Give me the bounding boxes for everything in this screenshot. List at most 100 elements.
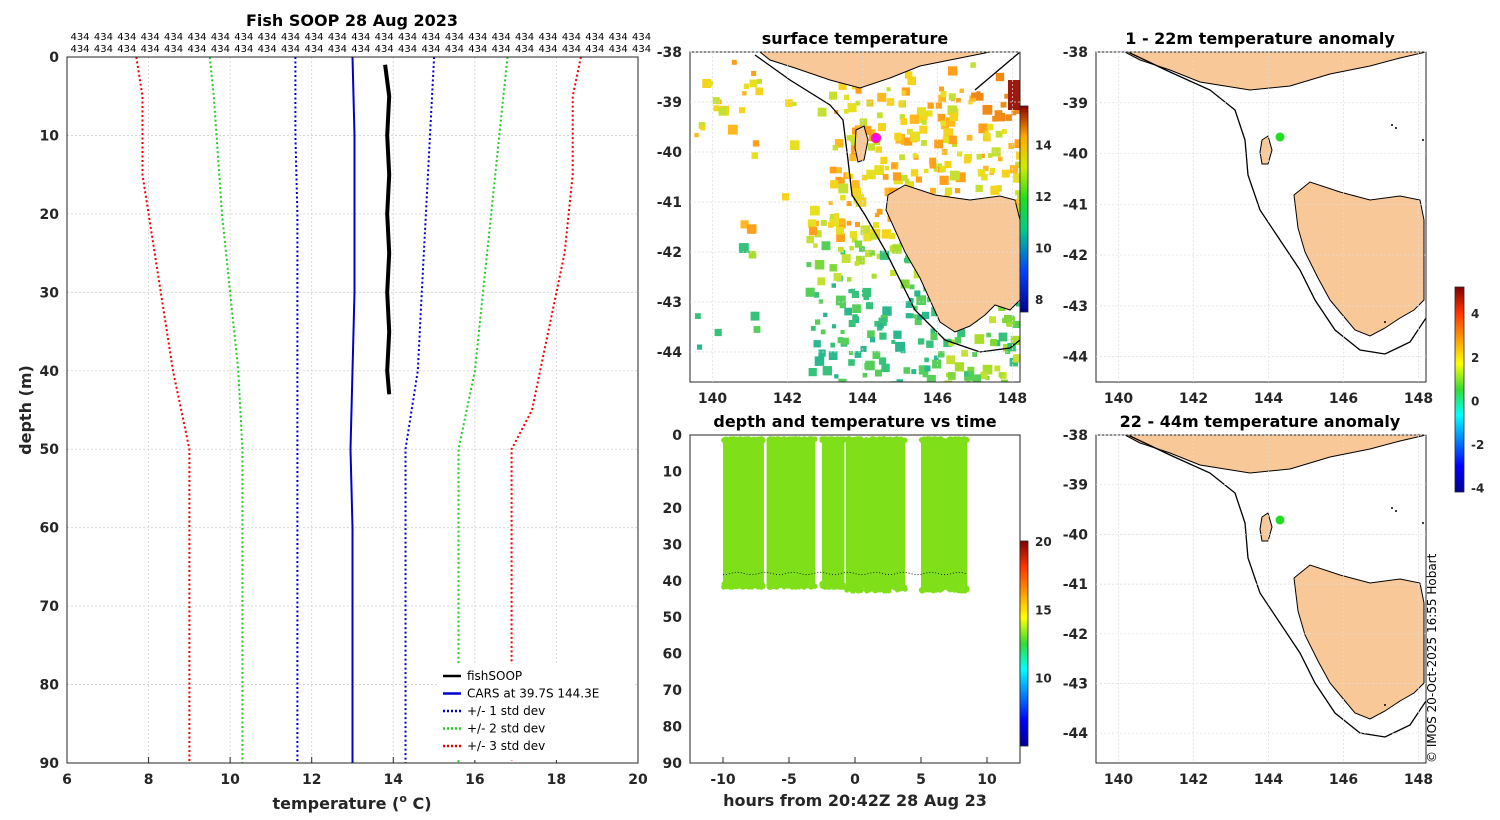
sst-pixel <box>922 371 929 378</box>
sst-pixel <box>855 100 861 106</box>
sst-pixel <box>854 261 860 266</box>
profile-top-label: 434 <box>398 32 417 43</box>
sst-pixel <box>829 216 839 227</box>
sst-pixel <box>982 364 993 375</box>
cast-point <box>932 586 938 592</box>
sst-pixel <box>865 249 873 258</box>
sst-pixel <box>939 175 949 185</box>
sst-pixel <box>929 162 936 169</box>
sst-pixel <box>851 187 861 197</box>
cast-point <box>847 585 853 591</box>
sst-pixel <box>875 369 882 377</box>
sst-pixel <box>903 367 911 374</box>
sst-pixel <box>820 329 826 335</box>
cast-block <box>766 438 816 585</box>
sst-title: surface temperature <box>762 29 949 48</box>
sst-pixel <box>955 172 966 183</box>
dt-y-tick-label: 80 <box>663 720 683 736</box>
profile-x-tick-label: 6 <box>62 772 72 788</box>
sst-pixel <box>697 344 703 350</box>
sst-pixel <box>981 173 988 181</box>
sst-pixel <box>995 72 1005 82</box>
sst-pixel <box>874 320 881 327</box>
sst-pixel <box>990 339 998 347</box>
sst-pixel <box>948 135 957 145</box>
profile-top-label: 434 <box>304 32 323 43</box>
sst-pixel <box>907 128 913 135</box>
sst-pixel <box>1003 343 1011 352</box>
sst-pixel <box>869 250 876 256</box>
profile-y-tick-label: 10 <box>40 128 60 144</box>
dt-y-tick-label: 0 <box>672 428 682 444</box>
sst-pixel <box>869 129 876 136</box>
sst-pixel <box>834 213 840 219</box>
cast-point <box>795 438 801 444</box>
cast-point <box>820 437 826 443</box>
cast-point <box>747 583 753 589</box>
sst-pixel <box>914 290 921 297</box>
sst-pixel <box>945 117 956 127</box>
a2-land-tasmania <box>1293 564 1425 720</box>
sst-pixel <box>838 246 844 253</box>
cast-point <box>891 585 898 591</box>
cast-point <box>753 437 759 443</box>
sst-pixel <box>971 92 977 98</box>
map-islet <box>1384 321 1386 323</box>
sst-pixel <box>918 338 925 345</box>
cast-point <box>872 437 878 443</box>
sst-pixel <box>876 253 883 260</box>
sst-pixel <box>727 124 738 135</box>
cast-point <box>937 585 944 591</box>
sst-pixel <box>911 369 917 375</box>
sst-pixel <box>828 200 833 205</box>
profile-top-label: 434 <box>281 44 300 55</box>
profile-top-label: 434 <box>375 44 394 55</box>
sst-pixel <box>900 118 908 125</box>
cast-block <box>921 438 968 589</box>
sst-pixel <box>847 103 857 113</box>
depth-time-tick-labels: -10 -5 0 5 10 0 10 20 30 40 50 60 70 80 90 <box>663 428 997 788</box>
sst-pixel <box>851 237 858 243</box>
sst-pixel <box>948 66 958 76</box>
sst-pixel <box>835 295 846 306</box>
sst-pixel <box>818 349 826 357</box>
sst-pixel <box>813 243 818 248</box>
sst-pixel <box>990 185 1000 195</box>
sst-pixel <box>844 307 852 316</box>
sst-pixel <box>814 230 822 238</box>
profile-top-label: 434 <box>164 44 183 55</box>
sst-pixel <box>748 250 757 259</box>
sst-pixel <box>859 194 864 199</box>
profile-y-tick-label: 80 <box>40 678 60 694</box>
profile-x-tick-label: 10 <box>220 772 240 788</box>
map-y-tick-label: -39 <box>1063 96 1088 112</box>
sst-pixel <box>861 174 868 181</box>
sst-pixel <box>929 157 937 165</box>
profile-top-label: 434 <box>94 32 113 43</box>
sst-pixel <box>845 172 850 178</box>
sst-pixel <box>912 314 917 319</box>
depth-time-panel: -10 -5 0 5 10 0 10 20 30 40 50 60 70 80 90 depth and t… <box>663 412 1052 810</box>
profile-y-tick-label: 90 <box>40 756 60 772</box>
colorbar-tick-label: 0 <box>1471 394 1479 408</box>
sst-pixel <box>833 272 842 281</box>
sst-pixel <box>997 156 1003 162</box>
sst-pixel <box>921 311 930 320</box>
sst-pixel <box>838 183 849 194</box>
sst-pixel <box>901 90 906 95</box>
sst-pixel <box>994 110 1003 118</box>
sst-pixel <box>875 146 882 153</box>
map-islet <box>1395 510 1397 512</box>
sst-pixel <box>921 119 927 125</box>
sst-pixel <box>849 153 857 161</box>
sst-pixel <box>877 123 886 132</box>
profile-top-label: 434 <box>468 32 487 43</box>
profile-top-label: 434 <box>421 32 440 43</box>
profile-top-label: 434 <box>585 32 604 43</box>
sst-pixel <box>900 279 910 289</box>
dt-x-tick-label: 5 <box>916 772 926 788</box>
anomaly-colorbar <box>1454 286 1465 493</box>
colorbar-tick-label: 10 <box>1035 242 1052 256</box>
cast-block <box>723 438 764 585</box>
